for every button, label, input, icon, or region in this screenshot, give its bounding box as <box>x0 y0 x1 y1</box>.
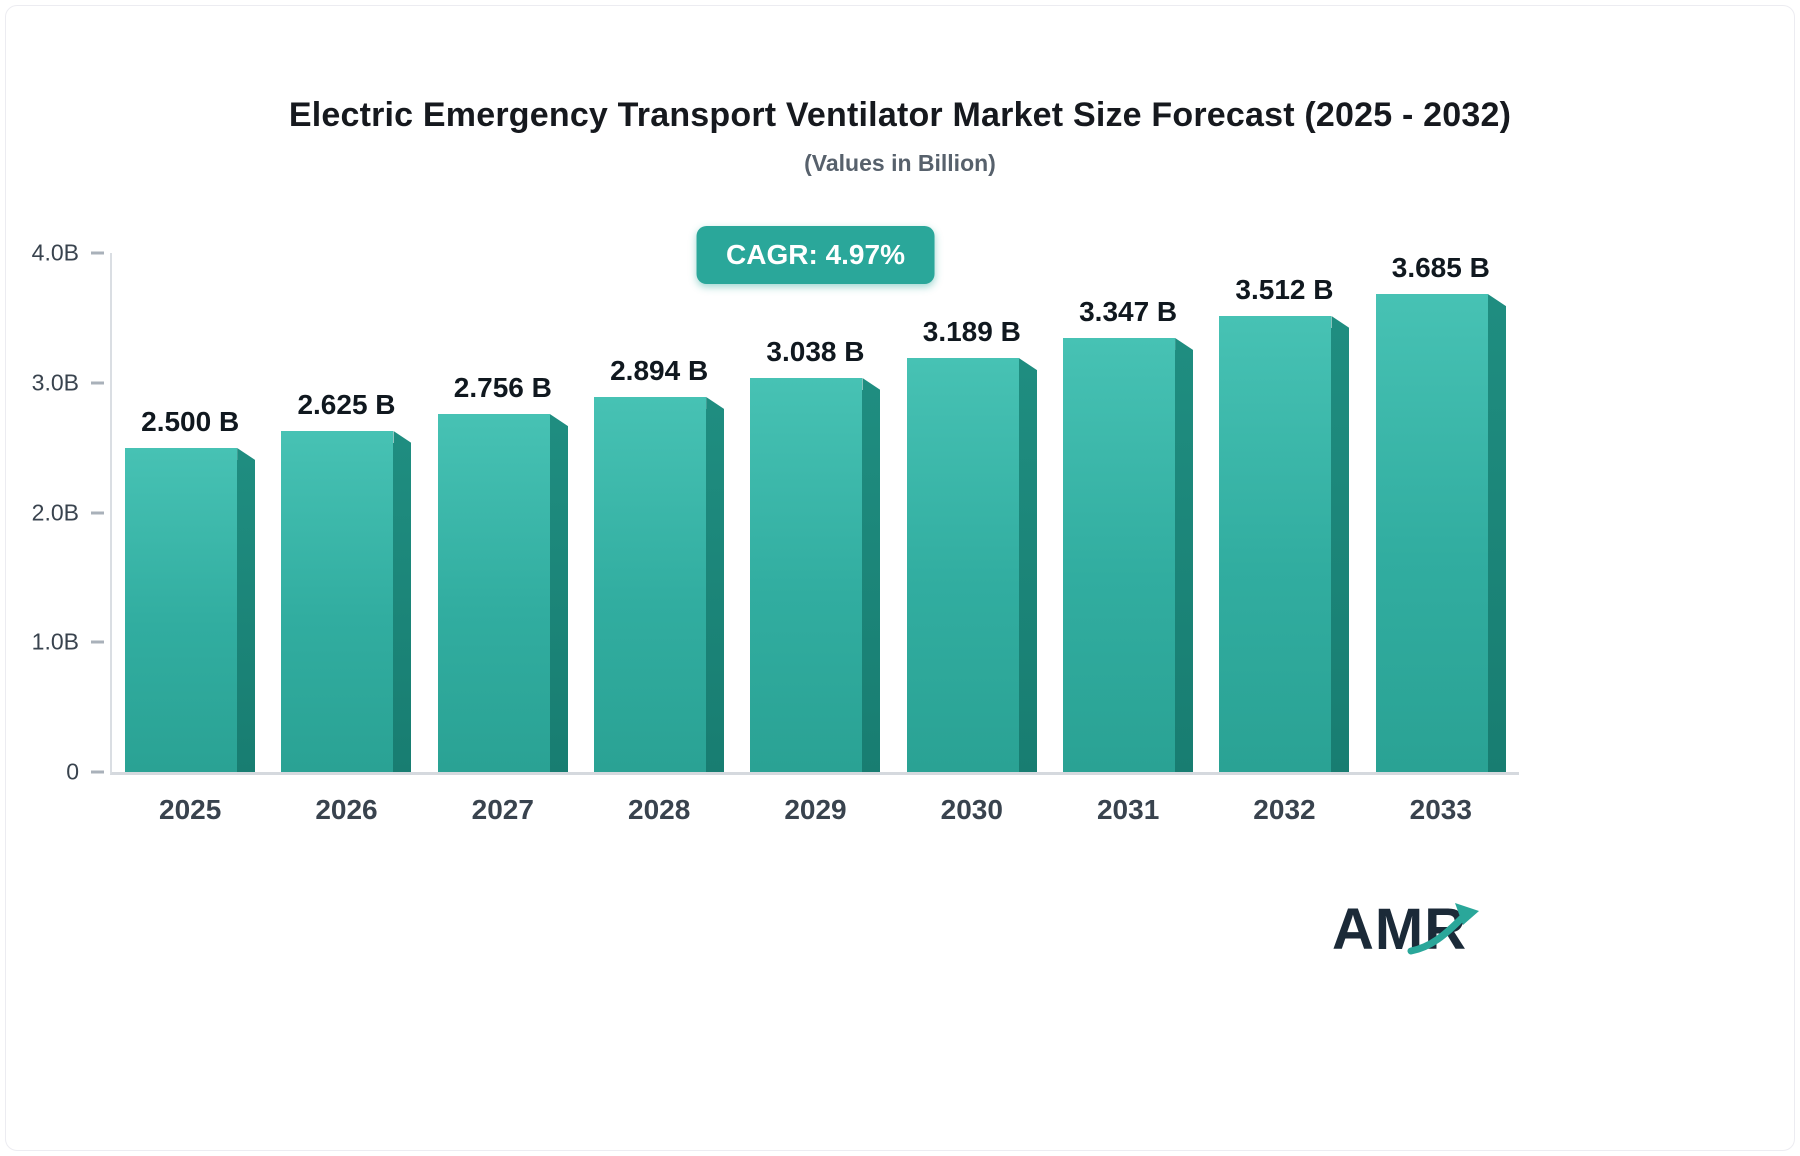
plot-area: CAGR: 4.97% 2.500 B 2025 2.625 B 2026 2.756 … <box>32 226 1519 825</box>
amr-logo-text: AMR <box>1332 897 1468 962</box>
bar-2029: 3.038 B <box>750 336 881 772</box>
y-tick-label: 4.0B <box>31 239 79 266</box>
bar-bevel-3d <box>1018 358 1037 370</box>
bar-face <box>437 414 550 772</box>
bar-slot: 3.512 B 2032 <box>1206 253 1362 825</box>
bar-bevel-3d <box>1331 316 1350 328</box>
bar-side-3d <box>862 390 881 772</box>
x-axis-label: 2030 <box>940 794 1003 825</box>
bar-value-label: 2.894 B <box>610 355 709 386</box>
bar-side-3d <box>1018 370 1037 772</box>
bar-face <box>594 397 707 772</box>
x-axis-label: 2031 <box>1096 794 1160 825</box>
x-axis-label: 2033 <box>1409 794 1472 825</box>
bar-face <box>750 378 863 772</box>
bar-2030: 3.189 B <box>906 316 1037 772</box>
bar-value-label: 2.625 B <box>297 389 396 420</box>
bar-2026: 2.625 B <box>281 389 412 772</box>
bar-side-3d <box>1331 328 1350 772</box>
bar-slot: 2.894 B 2028 <box>581 253 737 825</box>
y-tick-label: 2.0B <box>31 499 79 525</box>
y-axis-tick: 2.0B <box>0 499 104 526</box>
bar-slot: 3.685 B 2033 <box>1363 252 1519 825</box>
bar-face <box>125 448 238 772</box>
bar-slot: 2.625 B 2026 <box>268 253 424 825</box>
bar-value-label: 3.685 B <box>1391 252 1490 283</box>
bar-slot: 2.500 B 2025 <box>112 253 268 825</box>
bar-2031: 3.347 B <box>1063 296 1194 772</box>
chart-title: Electric Emergency Transport Ventilator … <box>288 96 1512 134</box>
bar-side-3d <box>393 443 412 772</box>
bar-bevel-3d <box>549 414 568 426</box>
bar-2027: 2.756 B <box>437 372 568 772</box>
bar-slot: 2.756 B 2027 <box>425 253 581 825</box>
bars-container: 2.500 B 2025 2.625 B 2026 2.756 B 2027 2.894 B… <box>112 252 1519 825</box>
bar-face <box>281 431 394 772</box>
bar-value-label: 3.189 B <box>922 316 1021 347</box>
bar-bevel-3d <box>1487 294 1506 306</box>
bar-value-label: 2.500 B <box>141 406 240 437</box>
bar-face <box>1375 294 1488 772</box>
x-axis-label: 2026 <box>315 794 378 825</box>
bar-bevel-3d <box>706 397 725 409</box>
x-axis-label: 2025 <box>159 794 222 825</box>
y-tick-dash <box>91 770 104 774</box>
y-axis-tick: 4.0B <box>0 240 104 267</box>
amr-logo-arrow-icon <box>1407 903 1480 955</box>
y-tick-dash <box>91 381 104 385</box>
bar-side-3d <box>237 460 256 772</box>
x-axis-label: 2027 <box>471 794 534 825</box>
bar-2025: 2.500 B <box>125 406 256 772</box>
bar-face <box>1063 338 1176 772</box>
page-frame <box>5 5 1795 1151</box>
bar-face <box>1219 316 1332 772</box>
bar-bevel-3d <box>237 448 256 460</box>
amr-logo: AMR <box>1332 896 1480 963</box>
x-axis-label: 2029 <box>784 794 847 825</box>
bar-2032: 3.512 B <box>1219 274 1350 772</box>
y-axis-tick: 3.0B <box>0 369 104 396</box>
y-tick-dash <box>91 511 104 514</box>
y-tick-label: 1.0B <box>31 628 79 655</box>
y-tick-dash <box>91 640 104 644</box>
x-axis-label: 2028 <box>627 794 691 825</box>
bar-value-label: 3.347 B <box>1079 296 1178 327</box>
bar-side-3d <box>1487 306 1506 772</box>
y-axis-tick: 0 <box>0 759 104 786</box>
chart-subtitle: (Values in Billion) <box>804 150 996 176</box>
bar-side-3d <box>706 409 725 772</box>
bar-2033: 3.685 B <box>1375 252 1506 772</box>
bar-face <box>906 358 1019 772</box>
y-axis-tick: 1.0B <box>0 629 104 656</box>
bar-bevel-3d <box>862 378 881 390</box>
bar-side-3d <box>549 426 568 772</box>
x-axis-label: 2032 <box>1253 794 1316 825</box>
bar-bevel-3d <box>1175 338 1194 350</box>
bar-value-label: 3.038 B <box>766 336 865 367</box>
y-tick-label: 3.0B <box>31 369 79 396</box>
bar-slot: 3.189 B 2030 <box>894 253 1050 825</box>
y-tick-dash <box>91 251 104 255</box>
bar-slot: 3.347 B 2031 <box>1050 253 1206 825</box>
bar-value-label: 3.512 B <box>1235 274 1334 305</box>
bar-2028: 2.894 B <box>594 355 725 772</box>
y-tick-label: 0 <box>66 758 79 785</box>
bar-bevel-3d <box>393 431 412 443</box>
bar-side-3d <box>1175 350 1194 772</box>
cagr-badge: CAGR: 4.97% <box>696 226 935 284</box>
bar-value-label: 2.756 B <box>453 372 552 403</box>
bar-slot: 3.038 B 2029 <box>737 253 893 825</box>
